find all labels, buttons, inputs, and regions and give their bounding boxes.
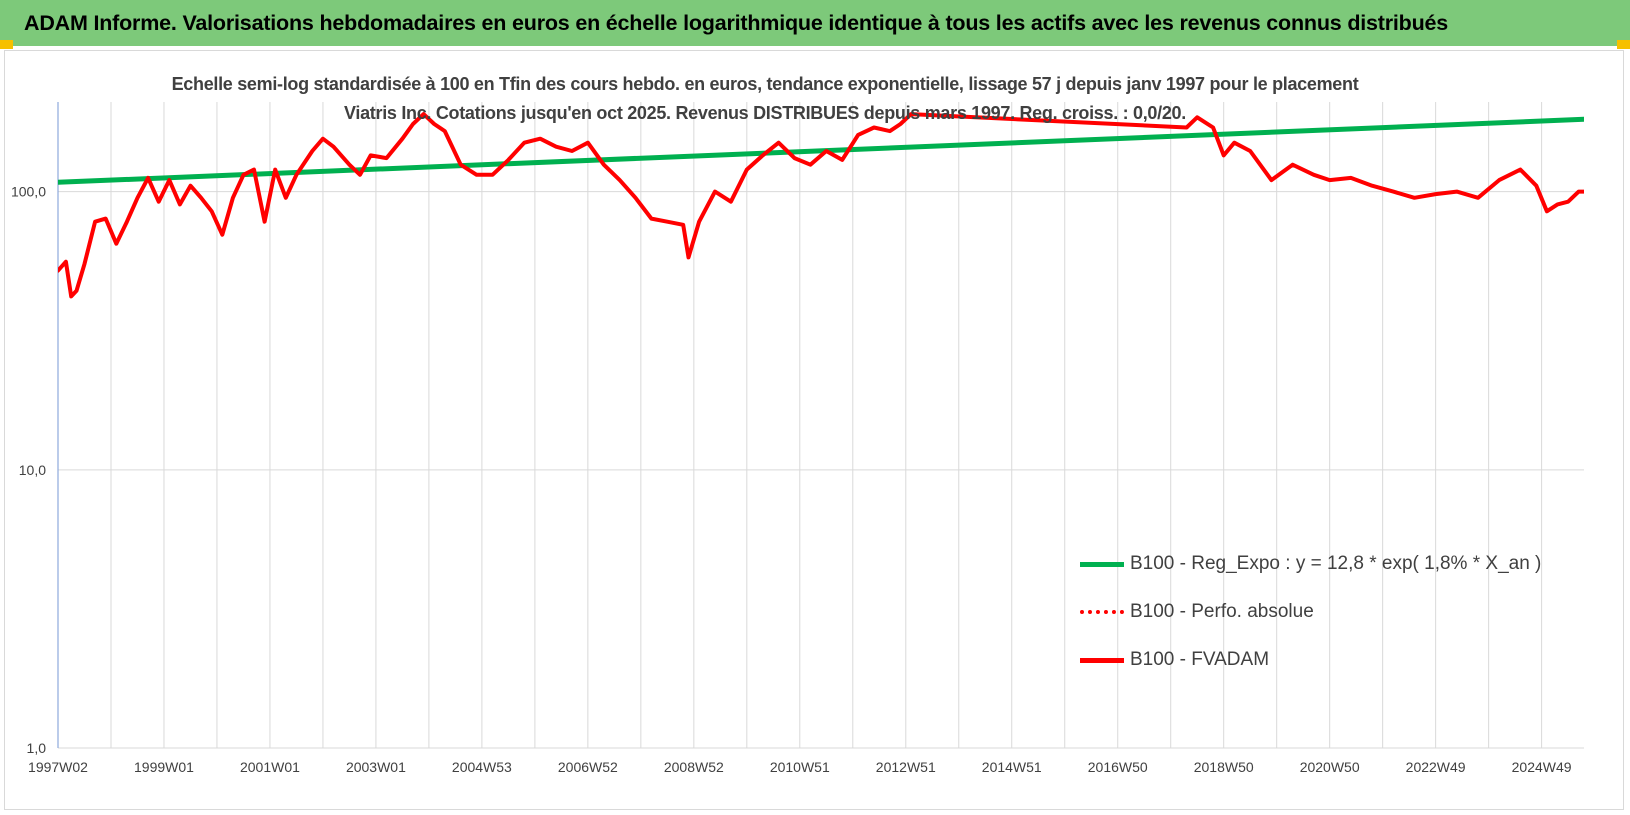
legend-item-fvadam: B100 - FVADAM (1080, 636, 1541, 684)
series-line-fvadam (58, 112, 1584, 299)
y-tick-label: 100,0 (11, 184, 46, 200)
y-tick-label: 1,0 (27, 740, 47, 756)
y-tick-label: 10,0 (19, 462, 46, 478)
x-tick-label: 2012W51 (876, 759, 936, 775)
report-title: ADAM Informe. Valorisations hebdomadaire… (24, 10, 1449, 35)
x-tick-label: 1997W02 (28, 759, 88, 775)
chart-subtitle: Echelle semi-log standardisée à 100 en T… (171, 74, 1359, 123)
x-tick-label: 2003W01 (346, 759, 406, 775)
x-tick-label: 2001W01 (240, 759, 300, 775)
corner-marker-top-right (1617, 40, 1630, 49)
legend-item-regression: B100 - Reg_Expo : y = 12,8 * exp( 1,8% *… (1080, 540, 1541, 588)
x-tick-label: 2010W51 (770, 759, 830, 775)
x-tick-label: 2024W49 (1512, 759, 1572, 775)
legend-label-regression: B100 - Reg_Expo : y = 12,8 * exp( 1,8% *… (1130, 553, 1542, 574)
legend-swatch-regression (1080, 561, 1124, 567)
legend-label-perfo-absolue: B100 - Perfo. absolue (1130, 601, 1314, 622)
x-tick-label: 2020W50 (1300, 759, 1360, 775)
chart-frame (4, 50, 1624, 810)
x-tick-label: 2016W50 (1088, 759, 1148, 775)
x-tick-label: 1999W01 (134, 759, 194, 775)
corner-marker-top-left (0, 40, 13, 49)
legend-label-fvadam: B100 - FVADAM (1130, 649, 1270, 670)
x-tick-label: 2022W49 (1406, 759, 1466, 775)
legend-swatch-fvadam (1080, 657, 1124, 663)
x-tick-label: 2006W52 (558, 759, 618, 775)
x-tick-label: 2008W52 (664, 759, 724, 775)
legend-item-perfo-absolue: B100 - Perfo. absolue (1080, 588, 1541, 636)
x-tick-label: 2014W51 (982, 759, 1042, 775)
series-line-regression (58, 116, 1584, 185)
report-header: ADAM Informe. Valorisations hebdomadaire… (0, 0, 1630, 46)
x-tick-label: 2004W53 (452, 759, 512, 775)
chart-legend: B100 - Reg_Expo : y = 12,8 * exp( 1,8% *… (1080, 540, 1541, 684)
x-tick-label: 2018W50 (1194, 759, 1254, 775)
legend-swatch-perfo-absolue (1080, 610, 1124, 614)
